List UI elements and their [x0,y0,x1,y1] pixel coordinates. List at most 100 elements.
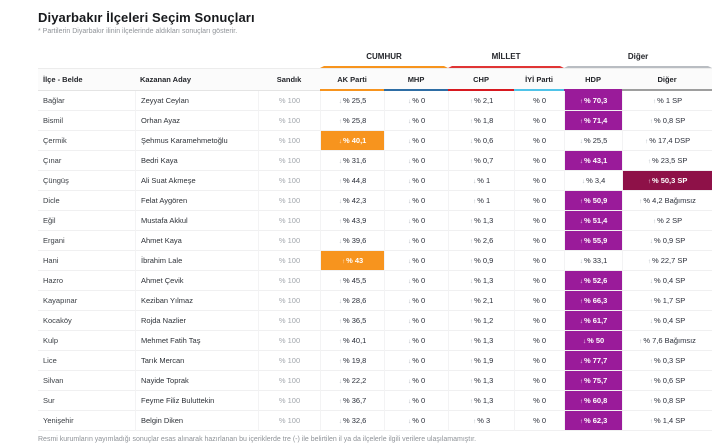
column-header-chp: CHP [448,68,515,91]
down-arrow-icon: ↓ [579,158,583,165]
column-header-ballot: Sandık [258,68,321,91]
table-row: Sur Feyme Filiz Buluttekin% 100 ↑% 36,7 ↓% … [38,391,713,411]
candidate-name: Zeyyat Ceylan [135,91,258,111]
result-cell: ↓% 52,6 [564,271,623,291]
percent-value: % 39,6 [342,236,367,245]
down-arrow-icon: ↓ [407,158,412,165]
district-name: Silvan [38,371,135,391]
result-cell: ↑% 45,5 [320,271,385,291]
percent-value: % 0,8 SP [654,396,686,405]
up-arrow-icon: ↑ [338,358,342,365]
percent-value: % 36,7 [342,396,367,405]
candidate-name: Mehmet Fatih Taş [135,331,258,351]
disclaimer-footnote: Resmi kurumların yayımladığı sonuçlar es… [38,436,477,443]
percent-value: % 50,3 SP [651,176,688,185]
table-row: Kulp Mehmet Fatih Taş% 100 ↑% 40,1 ↓% 0 ↑% 1… [38,331,713,351]
percent-value: % 0 [412,296,426,305]
percent-value: % 0,9 SP [654,236,686,245]
percent-value: % 50,9 [583,196,608,205]
result-cell: ↓% 0,6 [448,131,515,151]
result-cell: ↑% 1,8 [448,111,515,131]
result-cell: ↑% 50,3 SP [622,171,713,191]
percent-value: % 0,7 [474,156,494,165]
result-cell: ↓% 0 [384,191,449,211]
down-arrow-icon: ↓ [407,198,412,205]
down-arrow-icon: ↓ [472,178,477,185]
percent-value: % 0,4 SP [654,316,686,325]
down-arrow-icon: ↓ [407,98,412,105]
result-cell: ↓% 28,6 [320,291,385,311]
table-row: Çınar Bedri Kaya% 100 ↓% 31,6 ↓% 0 ↑% 0,7% 0… [38,151,713,171]
percent-value: % 25,8 [342,116,367,125]
down-arrow-icon: ↓ [338,158,342,165]
district-name: Lice [38,351,135,371]
percent-value: % 0 [412,256,426,265]
percent-value: % 1,9 [474,356,494,365]
percent-value: % 40,1 [342,136,367,145]
result-cell: ↓% 1,3 [448,271,515,291]
result-cell: ↓% 0 [384,91,449,111]
percent-value: % 0 [533,176,546,185]
percent-value: % 1 [477,196,491,205]
percent-value: % 0,6 [474,136,494,145]
up-arrow-icon: ↑ [338,278,342,285]
percent-value: % 22,2 [342,376,367,385]
down-arrow-icon: ↓ [469,138,474,145]
result-cell: % 0 [514,211,565,231]
result-cell: ↑% 1,3 [448,211,515,231]
down-arrow-icon: ↓ [338,378,342,385]
percent-value: % 17,4 DSP [649,136,691,145]
result-cell: % 0 [514,351,565,371]
percent-value: % 0 [412,416,426,425]
candidate-name: Ahmet Kaya [135,231,258,251]
table-row: Bismil Orhan Ayaz% 100 ↑% 25,8 ↓% 0 ↑% 1,8% … [38,111,713,131]
result-cell: ↑% 0,3 SP [622,351,713,371]
ballot-percent: % 100 [258,171,321,191]
down-arrow-icon: ↓ [649,318,654,325]
up-arrow-icon: ↑ [469,398,474,405]
down-arrow-icon: ↓ [407,378,412,385]
percent-value: % 62,3 [583,416,608,425]
percent-value: % 0 [533,416,546,425]
percent-value: % 50 [587,336,605,345]
result-cell: ↓% 0 [384,231,449,251]
result-cell: ↓% 0,4 SP [622,271,713,291]
result-cell: ↓% 31,6 [320,151,385,171]
district-name: Çınar [38,151,135,171]
percent-value: % 42,3 [342,196,367,205]
down-arrow-icon: ↓ [579,258,583,265]
result-cell: ↓% 0 [384,331,449,351]
up-arrow-icon: ↑ [472,198,477,205]
result-cell: ↑% 1,4 SP [622,411,713,431]
table-row: Kayapınar Keziban Yılmaz% 100 ↓% 28,6 ↓% 0 ↑… [38,291,713,311]
result-cell: ↑% 3 [448,411,515,431]
percent-value: % 1,3 [474,336,494,345]
result-cell: ↑% 1 [448,191,515,211]
up-arrow-icon: ↑ [469,318,474,325]
down-arrow-icon: ↓ [407,178,412,185]
ballot-percent: % 100 [258,411,321,431]
result-cell: % 0 [514,311,565,331]
percent-value: % 70,3 [583,96,608,105]
result-cell: ↑% 62,3 [564,411,623,431]
result-cell: ↓% 0 [384,371,449,391]
up-arrow-icon: ↑ [469,378,474,385]
result-cell: ↓% 0,9 SP [622,231,713,251]
up-arrow-icon: ↑ [652,98,657,105]
percent-value: % 45,5 [342,276,367,285]
percent-value: % 1 SP [657,96,683,105]
down-arrow-icon: ↓ [407,238,412,245]
result-cell: ↓% 51,4 [564,211,623,231]
percent-value: % 66,3 [583,296,608,305]
district-name: Ergani [38,231,135,251]
down-arrow-icon: ↓ [407,298,412,305]
result-cell: ↑% 36,5 [320,311,385,331]
result-cell: ↑% 17,4 DSP [622,131,713,151]
results-table: CUMHUR MİLLET Diğer İlçe - Belde Kazanan… [38,47,713,431]
candidate-name: Tarık Mercan [135,351,258,371]
percent-value: % 0,4 SP [654,276,686,285]
group-diger: Diğer [564,47,713,68]
percent-value: % 52,6 [583,276,608,285]
result-cell: % 0 [514,391,565,411]
result-cell: % 0 [514,131,565,151]
